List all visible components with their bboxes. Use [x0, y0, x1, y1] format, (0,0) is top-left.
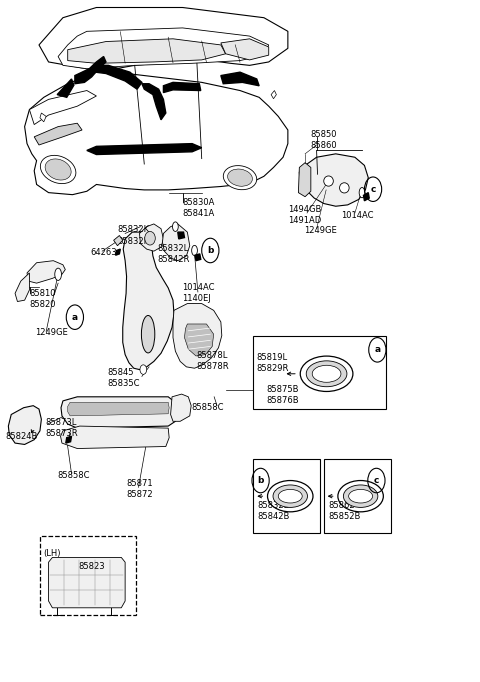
- Polygon shape: [27, 261, 65, 283]
- Polygon shape: [221, 72, 259, 86]
- Text: 85810
85820: 85810 85820: [29, 288, 56, 309]
- Polygon shape: [123, 232, 174, 370]
- Text: 85832B
85842B: 85832B 85842B: [258, 501, 290, 521]
- Text: 85819L
85829R: 85819L 85829R: [257, 353, 289, 373]
- Ellipse shape: [306, 361, 347, 387]
- Text: 85862
85852B: 85862 85852B: [328, 501, 360, 521]
- Polygon shape: [178, 232, 184, 239]
- Ellipse shape: [348, 490, 372, 503]
- Polygon shape: [75, 57, 106, 84]
- Text: 85858C: 85858C: [57, 471, 90, 480]
- Polygon shape: [173, 303, 222, 368]
- Text: 85824B: 85824B: [5, 432, 38, 441]
- Ellipse shape: [172, 222, 178, 231]
- Ellipse shape: [45, 159, 71, 180]
- Polygon shape: [140, 224, 163, 251]
- Polygon shape: [142, 84, 166, 120]
- Polygon shape: [221, 39, 269, 60]
- Text: c: c: [374, 476, 379, 485]
- Ellipse shape: [312, 366, 341, 383]
- Ellipse shape: [55, 268, 61, 280]
- Ellipse shape: [339, 183, 349, 193]
- Polygon shape: [116, 249, 120, 255]
- Ellipse shape: [267, 481, 313, 512]
- FancyBboxPatch shape: [253, 460, 321, 533]
- Polygon shape: [184, 324, 214, 356]
- Ellipse shape: [359, 188, 365, 198]
- Ellipse shape: [228, 169, 252, 186]
- Text: a: a: [72, 312, 78, 322]
- Ellipse shape: [142, 316, 155, 353]
- Text: 85873L
85873R: 85873L 85873R: [46, 418, 78, 438]
- Ellipse shape: [278, 490, 302, 503]
- Polygon shape: [8, 406, 41, 445]
- Polygon shape: [60, 426, 169, 449]
- Text: (LH): (LH): [43, 549, 60, 558]
- Text: 85832K
85832M: 85832K 85832M: [118, 226, 151, 246]
- Polygon shape: [271, 91, 276, 99]
- Ellipse shape: [192, 246, 197, 256]
- Polygon shape: [114, 235, 123, 246]
- Text: b: b: [207, 246, 214, 255]
- Text: 1249GE: 1249GE: [35, 328, 68, 338]
- Polygon shape: [40, 113, 46, 122]
- Ellipse shape: [343, 485, 378, 507]
- Polygon shape: [58, 28, 269, 69]
- Polygon shape: [96, 65, 142, 89]
- Text: 85823: 85823: [78, 563, 105, 572]
- Polygon shape: [299, 163, 311, 196]
- Polygon shape: [34, 123, 82, 145]
- Polygon shape: [15, 273, 29, 301]
- Polygon shape: [363, 192, 369, 201]
- FancyBboxPatch shape: [40, 536, 136, 614]
- Text: 85875B
85876B: 85875B 85876B: [266, 385, 299, 406]
- Text: 85830A
85841A: 85830A 85841A: [182, 198, 215, 218]
- Polygon shape: [87, 144, 202, 155]
- Ellipse shape: [300, 356, 353, 391]
- Circle shape: [140, 365, 147, 374]
- Text: 1494GB
1491AD: 1494GB 1491AD: [288, 205, 321, 225]
- Ellipse shape: [40, 155, 76, 183]
- Polygon shape: [162, 224, 190, 261]
- Polygon shape: [24, 8, 288, 194]
- FancyBboxPatch shape: [324, 460, 391, 533]
- Text: 1014AC: 1014AC: [341, 211, 374, 220]
- FancyBboxPatch shape: [253, 336, 386, 409]
- Polygon shape: [48, 557, 125, 608]
- Polygon shape: [163, 83, 201, 93]
- Ellipse shape: [324, 176, 333, 186]
- Ellipse shape: [273, 485, 308, 507]
- Ellipse shape: [338, 481, 384, 512]
- Text: 85850
85860: 85850 85860: [311, 130, 337, 150]
- Text: a: a: [374, 345, 381, 355]
- Text: 1014AC
1140EJ: 1014AC 1140EJ: [181, 283, 214, 303]
- Text: c: c: [371, 185, 376, 194]
- Polygon shape: [61, 397, 178, 428]
- Polygon shape: [170, 394, 191, 421]
- Polygon shape: [68, 39, 226, 63]
- Text: 1249GE: 1249GE: [304, 226, 337, 235]
- Polygon shape: [29, 91, 96, 125]
- Text: 64263: 64263: [91, 248, 117, 257]
- Text: 85871
85872: 85871 85872: [126, 479, 153, 499]
- Text: 85832L
85842R: 85832L 85842R: [157, 244, 190, 264]
- Text: b: b: [257, 476, 264, 485]
- Ellipse shape: [223, 166, 257, 190]
- Polygon shape: [57, 79, 74, 98]
- Polygon shape: [68, 402, 169, 416]
- Text: 85878L
85878R: 85878L 85878R: [196, 351, 228, 372]
- Polygon shape: [195, 254, 201, 261]
- Ellipse shape: [145, 231, 156, 245]
- Polygon shape: [300, 154, 368, 206]
- Text: 85845
85835C: 85845 85835C: [107, 368, 140, 389]
- Text: 85858C: 85858C: [191, 403, 224, 412]
- Polygon shape: [66, 436, 72, 443]
